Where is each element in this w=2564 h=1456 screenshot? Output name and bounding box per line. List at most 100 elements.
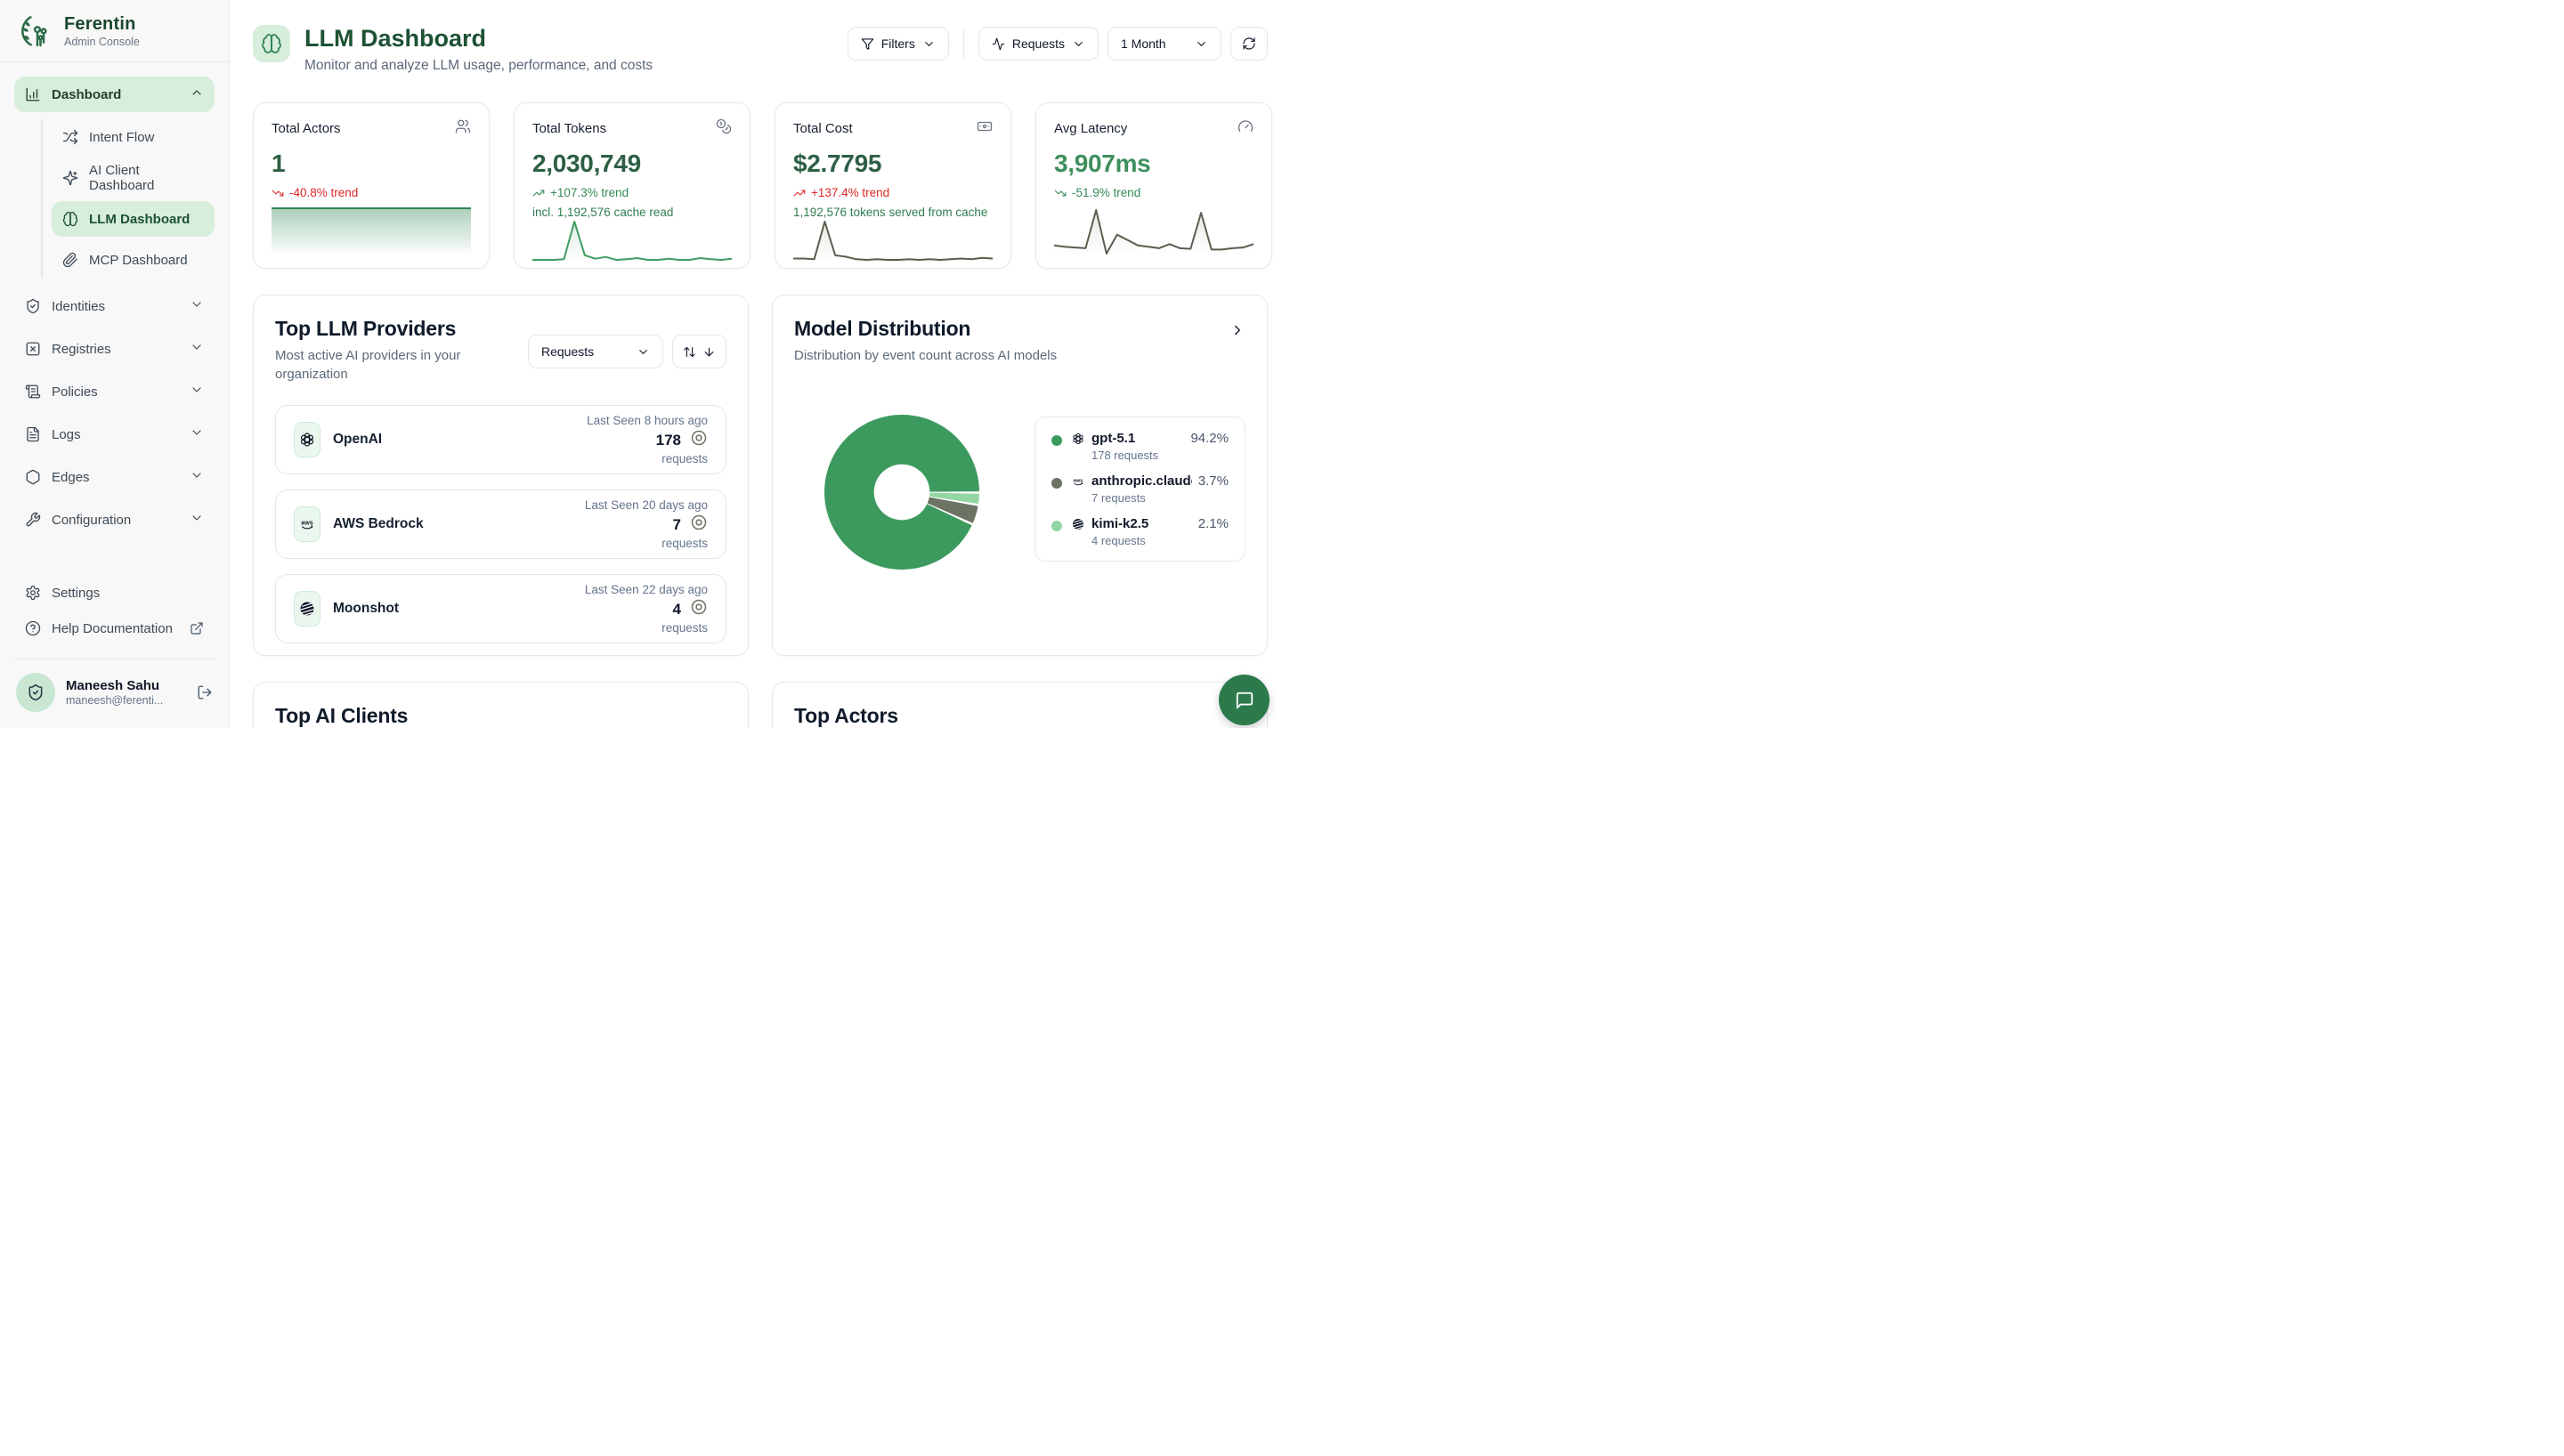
sidebar-item-dashboard[interactable]: Dashboard	[14, 77, 215, 112]
distribution-header: Model Distribution Distribution by event…	[794, 317, 1245, 365]
target-icon[interactable]	[690, 514, 708, 531]
trend-up-icon	[532, 187, 545, 199]
user-info: Maneesh Sahu maneesh@ferenti...	[66, 678, 163, 707]
stat-trend: +107.3% trend	[532, 186, 732, 199]
coins-icon	[716, 118, 732, 134]
chevron-right-icon[interactable]	[1229, 322, 1245, 338]
legend-item-anthropic.claude-so...: aws anthropic.claude-so... 3.7% 7 requests	[1051, 473, 1229, 505]
model-distribution-donut[interactable]	[812, 402, 992, 582]
sidebar-nav: Dashboard Intent Flow AI Client Dashboard L…	[0, 62, 229, 538]
stat-trend: -40.8% trend	[272, 186, 471, 199]
provider-logo-box	[294, 422, 320, 458]
chat-fab-button[interactable]	[1219, 675, 1270, 725]
user-profile[interactable]: Maneesh Sahu maneesh@ferenti...	[0, 659, 229, 728]
provider-name: OpenAI	[333, 432, 383, 448]
provider-row-aws-bedrock[interactable]: aws AWS Bedrock Last Seen 20 days ago 7 requ…	[275, 489, 726, 560]
provider-logo-box	[294, 591, 320, 627]
provider-last-seen: Last Seen 8 hours ago	[587, 414, 708, 428]
chevron-down-icon	[637, 345, 650, 359]
providers-title: Top LLM Providers	[275, 317, 457, 341]
legend-requests: 7 requests	[1091, 491, 1146, 506]
sidebar-item-edges[interactable]: Edges	[14, 459, 215, 495]
sidebar-item-configuration[interactable]: Configuration	[14, 502, 215, 538]
legend-percent: 94.2%	[1190, 431, 1229, 447]
sidebar-item-llm-dashboard[interactable]: LLM Dashboard	[52, 201, 215, 237]
sidebar-item-label: Intent Flow	[89, 129, 155, 145]
dashboard-label: Dashboard	[52, 86, 122, 102]
chevron-down-icon	[190, 511, 204, 525]
file-text-icon	[25, 426, 41, 442]
brand-text: Ferentin Admin Console	[64, 14, 140, 48]
chart-column-icon	[25, 86, 41, 102]
sidebar-item-policies[interactable]: Policies	[14, 374, 215, 409]
sidebar-footer: Settings Help Documentation	[0, 575, 229, 646]
provider-stats: Last Seen 8 hours ago 178 requests	[587, 414, 708, 465]
providers-sort-button[interactable]	[672, 335, 726, 369]
openai-icon	[1071, 432, 1085, 446]
filters-button[interactable]: Filters	[847, 27, 949, 61]
shuffle-icon	[62, 129, 78, 145]
square-x-icon	[25, 341, 41, 357]
stat-title: Total Tokens	[532, 121, 607, 137]
filters-label: Filters	[880, 36, 915, 51]
log-out-icon[interactable]	[197, 684, 213, 700]
ferentin-logo-icon	[18, 13, 53, 49]
provider-unit: requests	[661, 621, 708, 635]
sidebar-item-intent-flow[interactable]: Intent Flow	[52, 119, 215, 155]
page-title-block: LLM Dashboard Monitor and analyze LLM us…	[304, 25, 653, 74]
settings-label: Settings	[52, 585, 101, 601]
sidebar-item-label: AI Client Dashboard	[89, 163, 155, 193]
sidebar-item-ai-client-dashboard[interactable]: AI Client Dashboard	[52, 160, 215, 196]
provider-row-openai[interactable]: OpenAI Last Seen 8 hours ago 178 requests	[275, 405, 726, 475]
legend-model-name: gpt-5.1	[1091, 431, 1136, 447]
providers-metric-select[interactable]: Requests	[528, 335, 663, 369]
donut-slice-gpt-5.1[interactable]	[824, 415, 979, 570]
legend-percent: 3.7%	[1197, 473, 1229, 489]
trend-up-icon	[793, 187, 806, 199]
chevron-down-icon	[1072, 37, 1085, 51]
metric-select-button[interactable]: Requests	[978, 27, 1099, 61]
actors-title: Top Actors	[794, 704, 898, 728]
chevron-down-icon	[190, 340, 204, 354]
page-icon-box	[253, 25, 290, 62]
aws-icon: aws	[1071, 474, 1085, 489]
target-icon[interactable]	[690, 598, 708, 616]
brain-icon	[62, 211, 78, 227]
sidebar-item-identities[interactable]: Identities	[14, 288, 215, 324]
sidebar-item-logs[interactable]: Logs	[14, 417, 215, 452]
donut-slice-kimi-k2.5[interactable]	[929, 492, 979, 505]
stat-subtext: 1,192,576 tokens served from cache	[793, 206, 988, 220]
header-controls: Filters Requests 1 Month	[847, 27, 1268, 61]
sidebar-item-label: LLM Dashboard	[89, 211, 191, 227]
brand-subtitle: Admin Console	[64, 35, 140, 48]
legend-model-name: anthropic.claude-so...	[1091, 473, 1192, 489]
stat-trend: -51.9% trend	[1054, 186, 1254, 199]
refresh-button[interactable]	[1230, 27, 1268, 61]
donut-slice-anthropic.claude-so...[interactable]	[927, 497, 978, 523]
sidebar-item-help-documentation[interactable]: Help Documentation	[14, 611, 215, 646]
stat-card-avg-latency: Avg Latency 3,907ms -51.9% trend	[1035, 102, 1272, 270]
providers-metric-label: Requests	[541, 344, 595, 360]
provider-row-moonshot[interactable]: Moonshot Last Seen 22 days ago 4 requests	[275, 574, 726, 644]
sidebar-sections: Identities Registries Policies Logs Edges Con…	[14, 288, 215, 538]
providers-header: Top LLM Providers Most active AI provide…	[275, 317, 726, 384]
stat-subtext: incl. 1,192,576 cache read	[532, 206, 674, 220]
metric-label: Requests	[1011, 36, 1065, 51]
sidebar-item-mcp-dashboard[interactable]: MCP Dashboard	[52, 242, 215, 278]
stat-card-total-cost: Total Cost $2.7795 +137.4% trend 1,192,576 …	[775, 102, 1011, 270]
sparkline-chart	[531, 221, 733, 263]
model-distribution-legend: gpt-5.1 94.2% 178 requests aws anthropic.cla…	[1035, 417, 1245, 562]
wrench-icon	[25, 512, 41, 528]
shield-check-icon	[25, 298, 41, 314]
stat-card-total-actors: Total Actors 1 -40.8% trend	[253, 102, 490, 270]
paperclip-icon	[62, 252, 78, 268]
sidebar-item-settings[interactable]: Settings	[14, 575, 215, 611]
page-header: LLM Dashboard Monitor and analyze LLM us…	[253, 25, 1268, 74]
legend-dot	[1051, 435, 1062, 447]
period-select-button[interactable]: 1 Month	[1108, 27, 1221, 61]
target-icon[interactable]	[690, 429, 708, 447]
page-subtitle: Monitor and analyze LLM usage, performan…	[304, 58, 653, 74]
sidebar-item-registries[interactable]: Registries	[14, 331, 215, 367]
app-root: Ferentin Admin Console Dashboard Intent F…	[0, 0, 1282, 728]
sidebar-item-label: Configuration	[52, 512, 132, 528]
